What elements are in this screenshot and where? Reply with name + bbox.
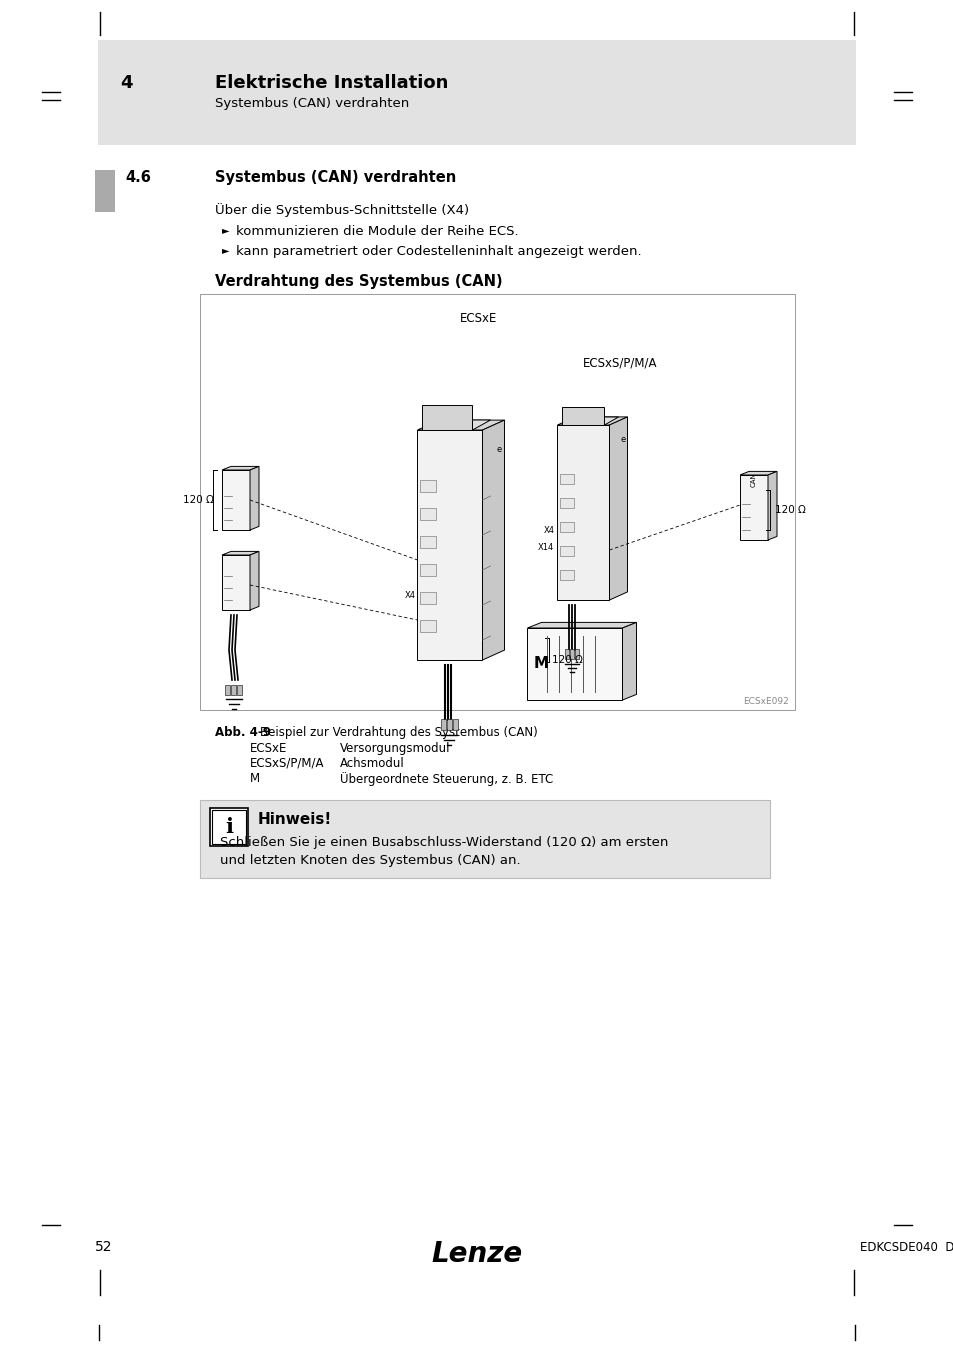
FancyBboxPatch shape <box>560 522 574 532</box>
FancyBboxPatch shape <box>200 294 794 710</box>
Polygon shape <box>609 417 627 599</box>
Polygon shape <box>222 466 258 470</box>
FancyBboxPatch shape <box>231 684 235 695</box>
Text: ►: ► <box>222 225 230 235</box>
FancyBboxPatch shape <box>420 481 436 491</box>
Polygon shape <box>250 466 258 531</box>
FancyBboxPatch shape <box>575 649 578 659</box>
Text: Abb. 4-9: Abb. 4-9 <box>214 726 271 738</box>
FancyBboxPatch shape <box>236 684 242 695</box>
FancyBboxPatch shape <box>98 40 855 144</box>
Text: e: e <box>496 446 501 455</box>
Text: Elektrische Installation: Elektrische Installation <box>214 74 448 93</box>
Text: X14: X14 <box>537 543 554 552</box>
Text: ►: ► <box>222 244 230 255</box>
Text: Achsmodul: Achsmodul <box>339 757 404 769</box>
Polygon shape <box>740 475 767 540</box>
FancyBboxPatch shape <box>441 720 446 730</box>
FancyBboxPatch shape <box>95 170 115 212</box>
Text: Verdrahtung des Systembus (CAN): Verdrahtung des Systembus (CAN) <box>214 274 502 289</box>
FancyBboxPatch shape <box>453 720 458 730</box>
FancyBboxPatch shape <box>210 809 248 846</box>
Text: 120 Ω: 120 Ω <box>183 495 213 505</box>
Text: 120 Ω: 120 Ω <box>552 655 583 666</box>
Text: ECSxS/P/M/A: ECSxS/P/M/A <box>250 757 324 769</box>
Text: ECSxE092: ECSxE092 <box>742 697 788 706</box>
Text: kommunizieren die Module der Reihe ECS.: kommunizieren die Module der Reihe ECS. <box>235 225 518 238</box>
Text: ECSxE: ECSxE <box>250 743 287 755</box>
Text: 4.6: 4.6 <box>125 170 151 185</box>
Text: M: M <box>250 772 260 784</box>
Polygon shape <box>422 405 472 431</box>
FancyBboxPatch shape <box>420 620 436 632</box>
Polygon shape <box>767 471 776 540</box>
FancyBboxPatch shape <box>420 593 436 603</box>
Polygon shape <box>250 551 258 610</box>
FancyBboxPatch shape <box>560 474 574 485</box>
Polygon shape <box>527 628 622 701</box>
Polygon shape <box>562 417 618 425</box>
Text: i: i <box>225 817 233 837</box>
Text: ECSxS/P/M/A: ECSxS/P/M/A <box>582 356 657 369</box>
FancyBboxPatch shape <box>570 649 574 659</box>
Polygon shape <box>527 622 636 628</box>
FancyBboxPatch shape <box>420 536 436 548</box>
Text: CAN: CAN <box>750 472 757 487</box>
Polygon shape <box>622 622 636 701</box>
Polygon shape <box>740 471 776 475</box>
Text: X4: X4 <box>404 591 416 599</box>
Text: M: M <box>533 656 548 671</box>
Text: kann parametriert oder Codestelleninhalt angezeigt werden.: kann parametriert oder Codestelleninhalt… <box>235 244 641 258</box>
Text: Schließen Sie je einen Busabschluss-Widerstand (120 Ω) am ersten: Schließen Sie je einen Busabschluss-Wide… <box>220 836 668 849</box>
Text: 120 Ω: 120 Ω <box>774 505 805 514</box>
Text: e: e <box>619 436 625 444</box>
Text: EDKCSDE040  DE/EN/FR  4.0: EDKCSDE040 DE/EN/FR 4.0 <box>859 1241 953 1253</box>
FancyBboxPatch shape <box>420 508 436 520</box>
FancyBboxPatch shape <box>420 564 436 576</box>
Text: Systembus (CAN) verdrahten: Systembus (CAN) verdrahten <box>214 96 409 109</box>
FancyBboxPatch shape <box>225 684 230 695</box>
Polygon shape <box>422 420 490 431</box>
Text: X4: X4 <box>543 526 554 535</box>
Polygon shape <box>222 470 250 531</box>
Polygon shape <box>417 431 482 660</box>
FancyBboxPatch shape <box>565 649 569 659</box>
Polygon shape <box>557 417 627 425</box>
FancyBboxPatch shape <box>560 545 574 556</box>
Polygon shape <box>417 420 504 431</box>
FancyBboxPatch shape <box>447 720 452 730</box>
Text: Hinweis!: Hinweis! <box>257 811 332 828</box>
Text: Systembus (CAN) verdrahten: Systembus (CAN) verdrahten <box>214 170 456 185</box>
Text: Übergeordnete Steuerung, z. B. ETC: Übergeordnete Steuerung, z. B. ETC <box>339 772 553 786</box>
Text: Versorgungsmodul: Versorgungsmodul <box>339 743 450 755</box>
Polygon shape <box>222 555 250 610</box>
Polygon shape <box>222 551 258 555</box>
Text: 52: 52 <box>95 1241 112 1254</box>
Text: und letzten Knoten des Systembus (CAN) an.: und letzten Knoten des Systembus (CAN) a… <box>220 855 520 867</box>
Text: ECSxE: ECSxE <box>459 312 497 325</box>
Text: Über die Systembus-Schnittstelle (X4): Über die Systembus-Schnittstelle (X4) <box>214 202 469 217</box>
Text: Beispiel zur Verdrahtung des Systembus (CAN): Beispiel zur Verdrahtung des Systembus (… <box>260 726 537 738</box>
FancyBboxPatch shape <box>212 810 246 844</box>
FancyBboxPatch shape <box>560 570 574 580</box>
Polygon shape <box>482 420 504 660</box>
FancyBboxPatch shape <box>200 801 769 878</box>
Polygon shape <box>562 406 604 425</box>
Text: 4: 4 <box>120 74 132 93</box>
Text: Lenze: Lenze <box>431 1241 522 1268</box>
Polygon shape <box>557 425 609 599</box>
FancyBboxPatch shape <box>560 498 574 508</box>
